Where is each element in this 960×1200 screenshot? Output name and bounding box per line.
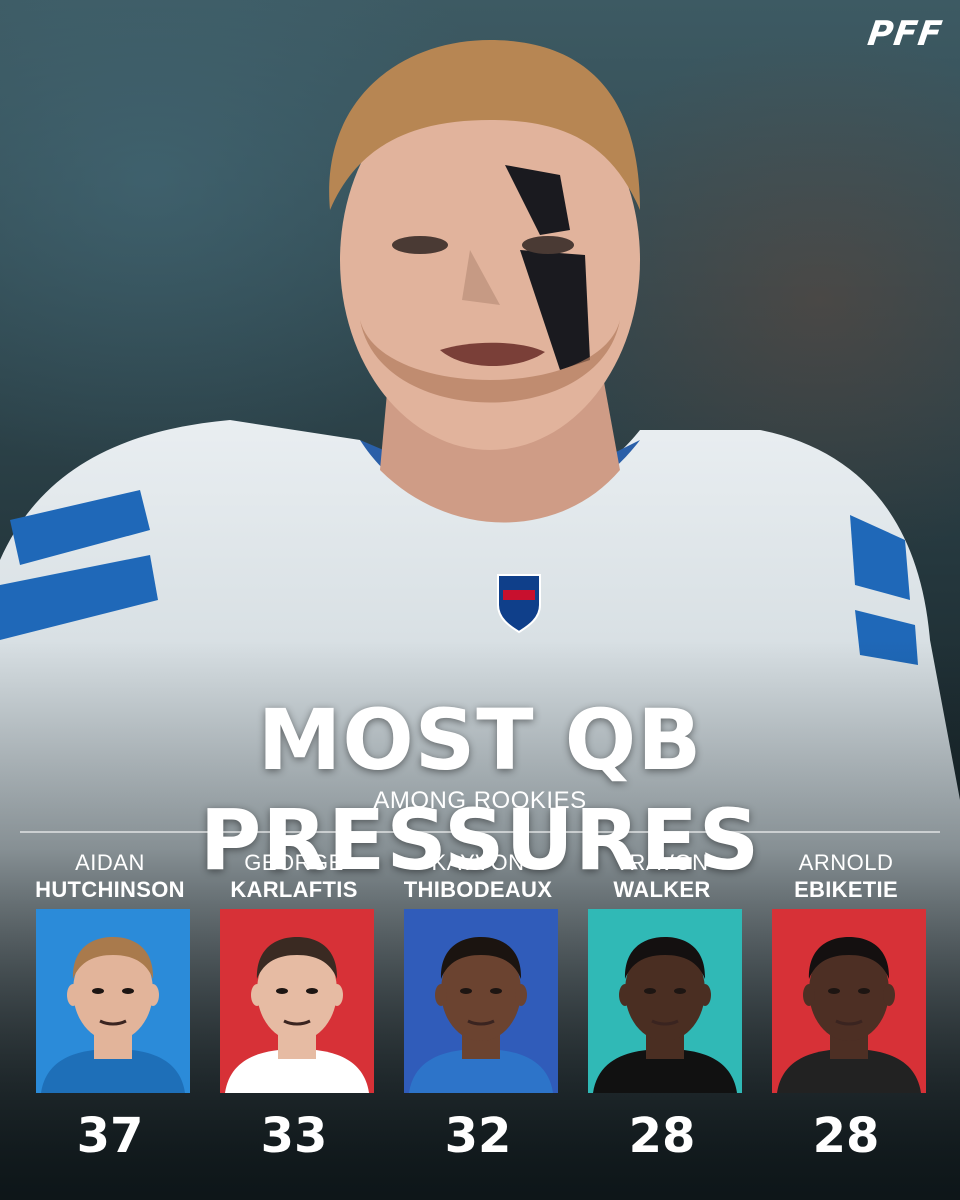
stat-row-partial	[202, 1186, 386, 1200]
player-headshot	[404, 909, 558, 1093]
player-headshot	[220, 909, 374, 1093]
headshot-illustration	[220, 909, 374, 1093]
player-last-name: WALKER	[613, 877, 711, 902]
player-headshot	[36, 909, 190, 1093]
headshot-illustration	[36, 909, 190, 1093]
pressure-count: 33	[260, 1108, 328, 1164]
stat-row-partial	[18, 1186, 202, 1200]
headshot-illustration	[588, 909, 742, 1093]
stat-row-partial	[754, 1186, 938, 1200]
pressure-count: 32	[444, 1108, 512, 1164]
pressure-count: 28	[628, 1108, 696, 1164]
divider	[20, 831, 940, 833]
page-subtitle: AMONG ROOKIES	[373, 787, 587, 814]
player-list: AIDAN HUTCHINSON 37 GEORGE KARLAFTIS 33 …	[0, 850, 960, 1200]
player-card: AIDAN HUTCHINSON 37	[18, 850, 202, 1164]
player-first-name: TRAVON	[615, 850, 709, 875]
player-last-name: KARLAFTIS	[230, 877, 358, 902]
player-last-name: THIBODEAUX	[403, 877, 553, 902]
player-last-name: EBIKETIE	[794, 877, 898, 902]
player-card: KAYVON THIBODEAUX 32	[386, 850, 570, 1164]
player-card: GEORGE KARLAFTIS 33	[202, 850, 386, 1164]
player-card: ARNOLD EBIKETIE 28	[754, 850, 938, 1164]
pressure-count: 28	[812, 1108, 880, 1164]
player-headshot	[772, 909, 926, 1093]
player-first-name: GEORGE	[244, 850, 344, 875]
player-card: TRAVON WALKER 28	[570, 850, 754, 1164]
player-last-name: HUTCHINSON	[35, 877, 185, 902]
pff-logo: PFF	[864, 14, 945, 54]
player-first-name: AIDAN	[75, 850, 145, 875]
stat-row-partial	[570, 1186, 754, 1200]
headshot-illustration	[772, 909, 926, 1093]
headshot-illustration	[404, 909, 558, 1093]
player-headshot	[588, 909, 742, 1093]
pressure-count: 37	[76, 1108, 144, 1164]
stat-row-partial	[386, 1186, 570, 1200]
player-first-name: KAYVON	[431, 850, 525, 875]
page-title: MOST QB PRESSURES	[199, 691, 761, 889]
player-first-name: ARNOLD	[798, 850, 894, 875]
